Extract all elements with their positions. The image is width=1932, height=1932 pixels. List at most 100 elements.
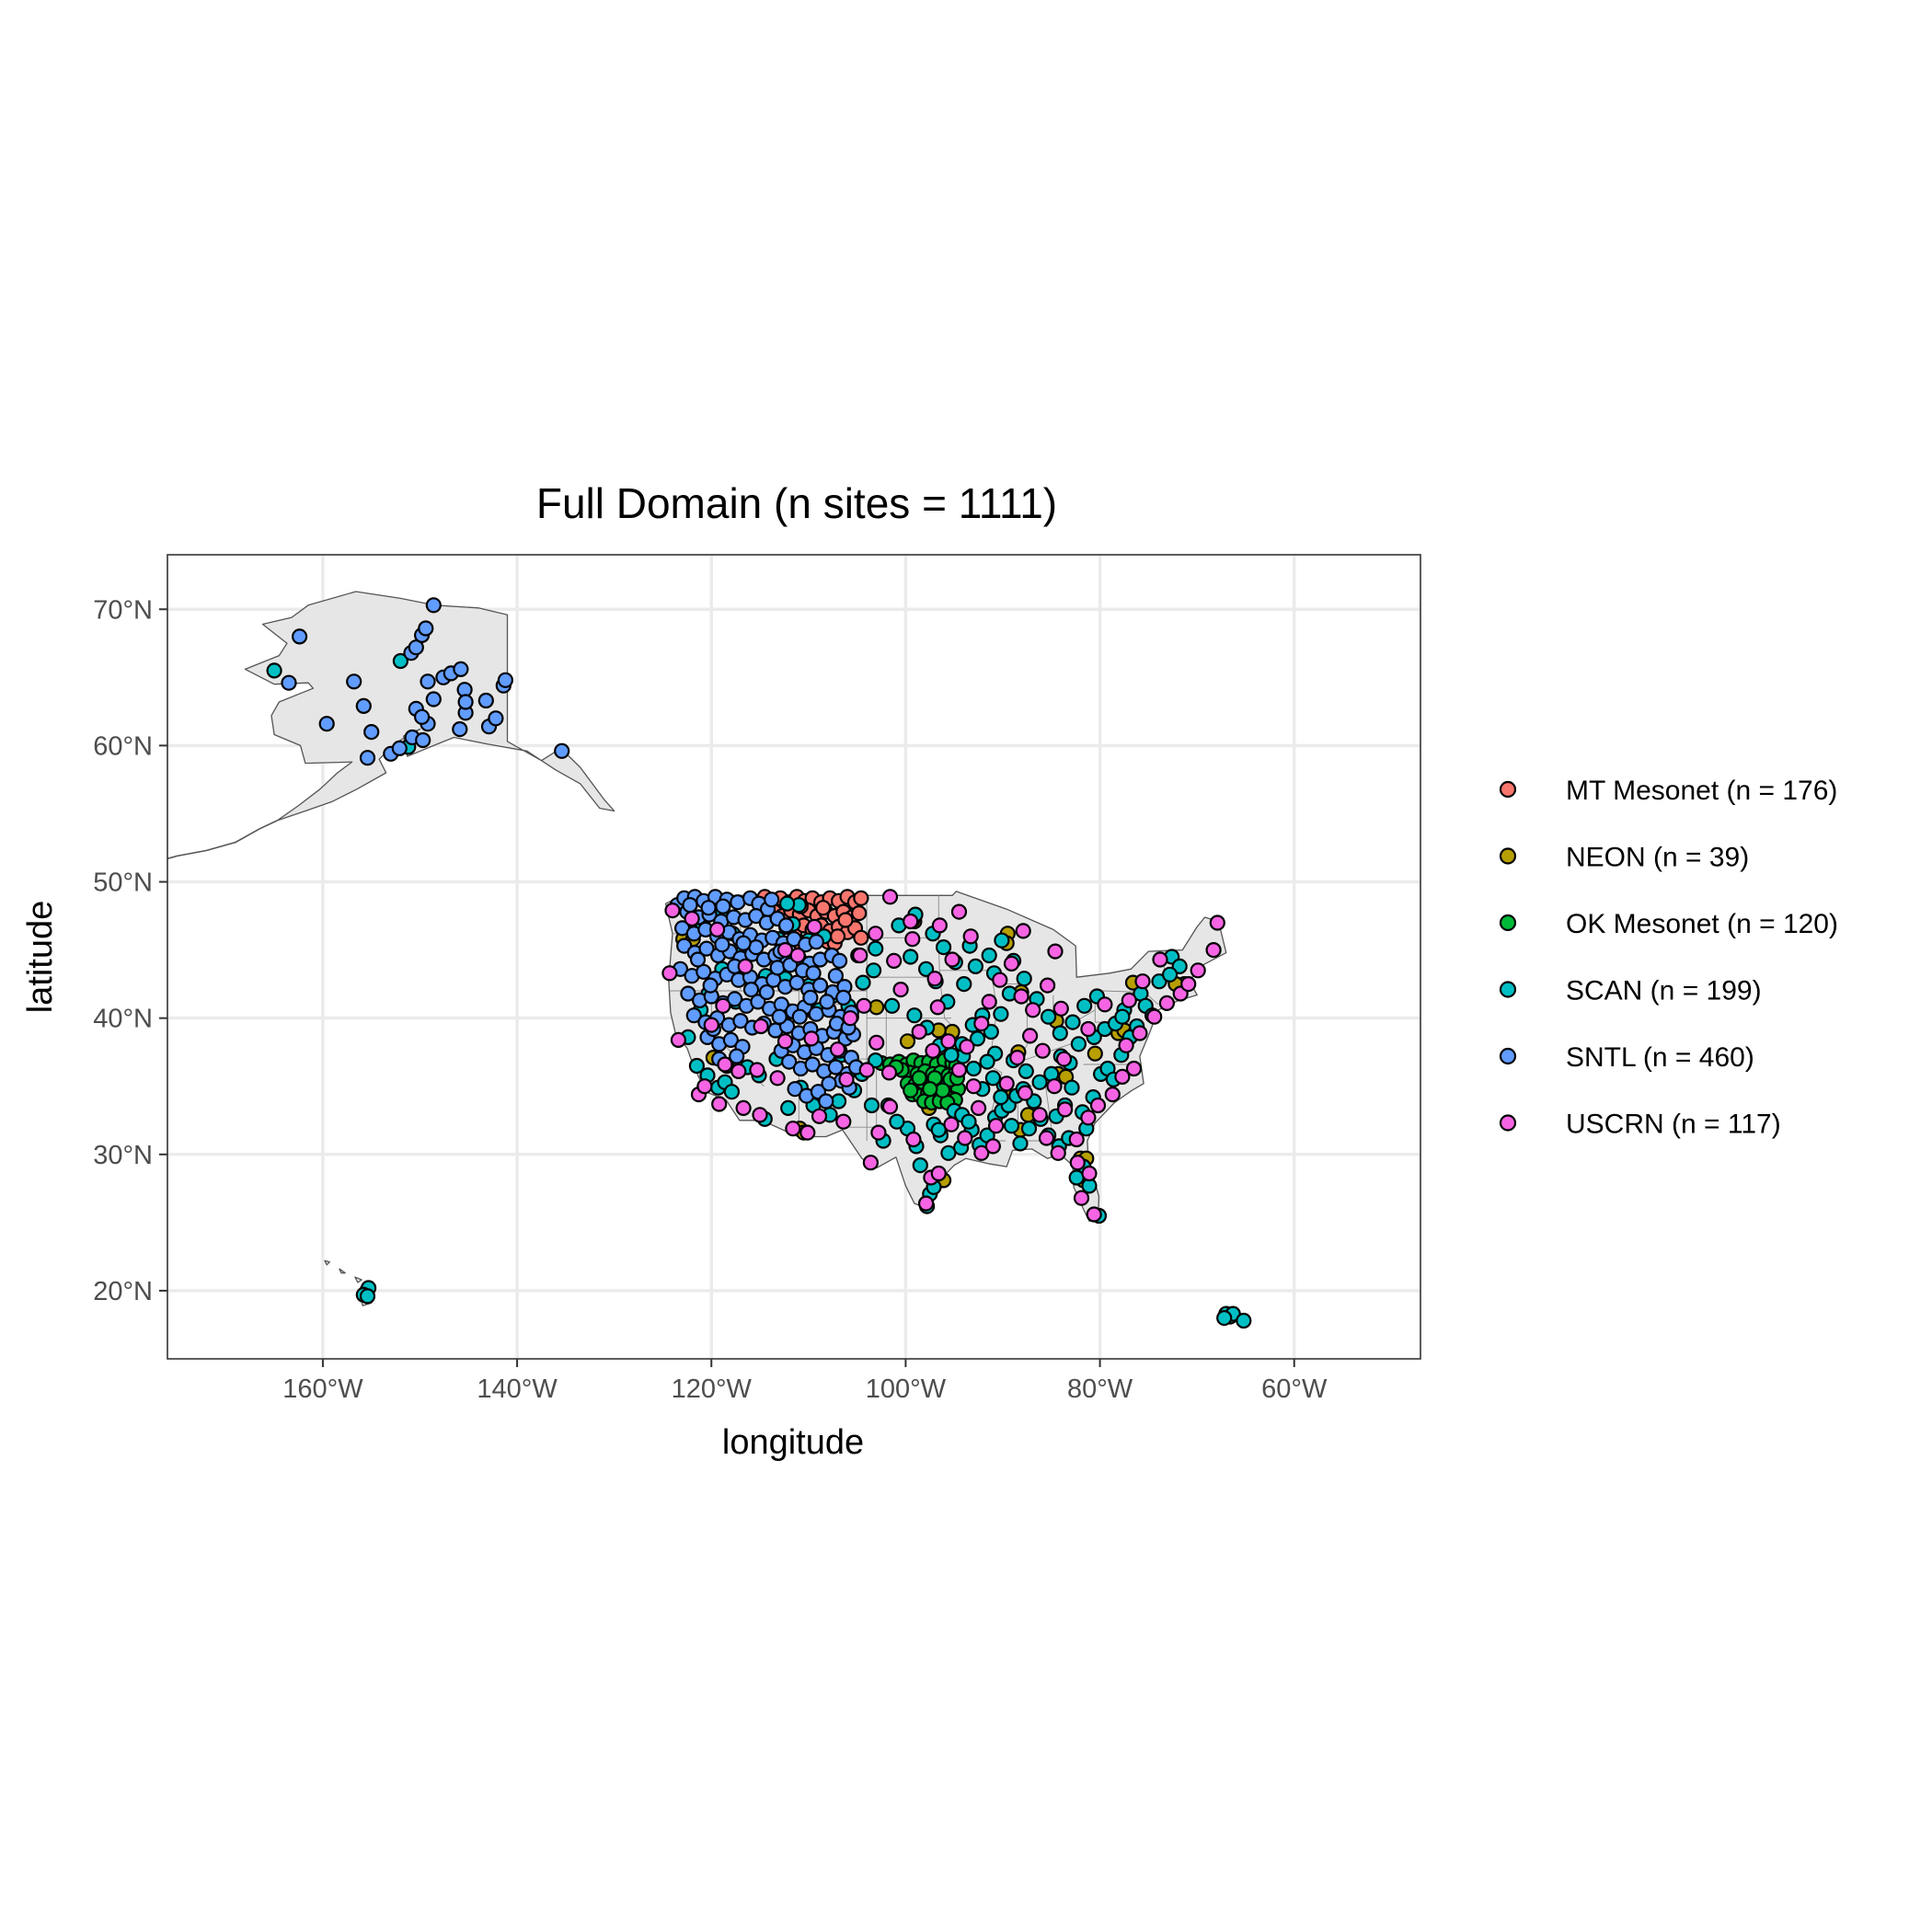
site-point [1017, 1085, 1033, 1101]
site-point [730, 1063, 747, 1080]
legend-key [1499, 1114, 1517, 1132]
site-point [363, 723, 380, 741]
site-point [984, 1070, 1002, 1087]
x-tick-label: 160°W [282, 1374, 363, 1404]
site-point [497, 672, 514, 688]
site-point [856, 997, 872, 1014]
site-point [777, 917, 795, 934]
site-point [787, 1081, 803, 1098]
site-point [911, 1070, 927, 1087]
site-point [1009, 1049, 1026, 1066]
site-point [714, 937, 730, 953]
site-point [956, 975, 972, 993]
site-point [1152, 951, 1168, 968]
site-point [778, 895, 796, 912]
site-point [1046, 1078, 1063, 1095]
site-point [1121, 992, 1137, 1009]
site-point [1089, 1097, 1107, 1114]
x-tick-label: 120°W [672, 1374, 753, 1404]
site-point [425, 597, 442, 614]
site-point [391, 740, 408, 757]
site-point [453, 661, 469, 678]
site-point [899, 1033, 916, 1050]
site-point [904, 931, 921, 948]
legend-item: SCAN (n = 199) [1499, 976, 1762, 1006]
site-point [806, 918, 822, 936]
site-point [862, 1155, 880, 1171]
site-point [881, 889, 899, 905]
site-point [764, 891, 780, 908]
site-point [863, 1097, 880, 1114]
site-point [684, 910, 700, 927]
site-point [959, 1039, 975, 1055]
site-point [771, 1008, 788, 1025]
site-point [868, 926, 884, 942]
site-point [488, 710, 504, 727]
site-point [818, 1093, 834, 1110]
site-point [969, 1030, 986, 1047]
site-point [1025, 1002, 1041, 1018]
legend-label: OK Mesonet (n = 120) [1566, 909, 1838, 939]
site-point [735, 1099, 752, 1117]
site-point [1114, 1068, 1131, 1086]
site-point [855, 974, 871, 991]
land-aleutians [167, 820, 278, 860]
site-point [781, 1053, 798, 1070]
site-point [392, 652, 408, 670]
site-point [1180, 975, 1197, 993]
site-point [987, 1118, 1005, 1134]
site-point [685, 1007, 702, 1024]
site-point [883, 997, 901, 1014]
site-point [819, 994, 835, 1010]
site-point [892, 981, 909, 998]
site-point [1114, 1008, 1131, 1025]
site-point [729, 1048, 745, 1064]
y-axis: 20°N 30°N 40°N 50°N 60°N 70°N [93, 595, 167, 1306]
site-point [292, 628, 308, 645]
site-point [477, 692, 494, 709]
site-point [735, 935, 752, 951]
site-point [994, 932, 1010, 949]
site-point [758, 983, 776, 1001]
site-points-layer [266, 597, 1252, 1329]
site-point [1205, 941, 1222, 959]
site-point [1161, 966, 1179, 983]
site-point [318, 716, 335, 732]
site-point [1132, 1025, 1148, 1041]
site-point [1134, 973, 1151, 990]
site-point [1047, 943, 1064, 960]
panel-border [167, 554, 1421, 1360]
site-point [750, 994, 766, 1010]
site-point [905, 1131, 922, 1148]
site-point [355, 697, 372, 715]
site-point [998, 1075, 1015, 1092]
site-point [881, 1098, 899, 1115]
site-point [811, 1108, 828, 1124]
site-point [723, 1084, 741, 1100]
site-point [700, 900, 717, 916]
site-point [1064, 1079, 1080, 1096]
site-point [1097, 996, 1113, 1013]
site-point [829, 928, 846, 945]
site-point [965, 1060, 982, 1077]
site-point [803, 1030, 820, 1047]
site-point [346, 673, 362, 690]
site-point [717, 1056, 733, 1073]
land-kauai [324, 1259, 330, 1266]
site-point [950, 903, 968, 920]
site-point [852, 947, 868, 964]
site-point [732, 1012, 749, 1029]
legend-item: USCRN (n = 117) [1499, 1110, 1781, 1140]
site-point [1086, 1206, 1102, 1223]
site-point [1038, 1130, 1055, 1146]
legend-label: SCAN (n = 199) [1566, 976, 1762, 1006]
x-tick-label: 80°W [1067, 1374, 1133, 1404]
site-point [853, 929, 869, 946]
site-point [865, 962, 882, 979]
site-point [703, 1017, 719, 1033]
site-point [981, 947, 997, 964]
site-point [835, 989, 852, 1006]
legend-key [1499, 780, 1517, 799]
site-point [711, 1096, 728, 1112]
legend-label: USCRN (n = 117) [1566, 1110, 1781, 1140]
